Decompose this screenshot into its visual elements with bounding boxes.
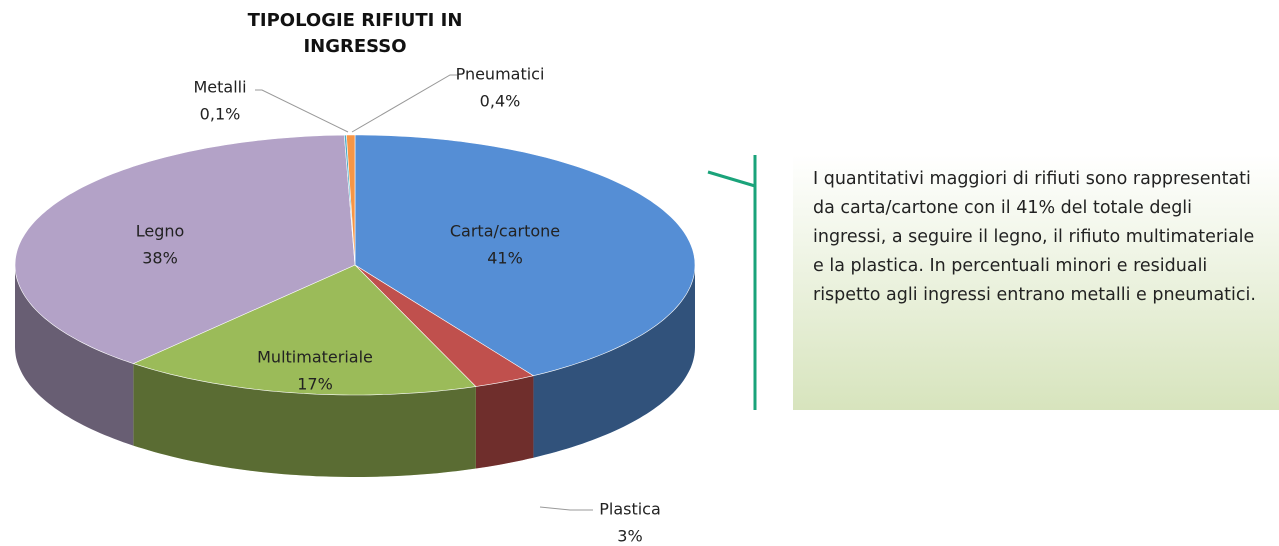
- slice-value-label: 3%: [617, 527, 642, 546]
- slice-label: Carta/cartone: [450, 222, 560, 241]
- slice: [132, 264, 477, 396]
- text-box: I quantitativi maggiori di rifiuti sono …: [793, 155, 1279, 410]
- pie-sides: [15, 265, 695, 477]
- slice-label: Legno: [136, 222, 185, 241]
- slice-side-shade: [133, 363, 476, 477]
- pie-tops: [14, 134, 696, 396]
- chart-title: TIPOLOGIE RIFIUTI IN INGRESSO: [247, 10, 463, 57]
- leader-line: [255, 89, 349, 133]
- leader-line: [539, 506, 593, 511]
- slice: [346, 134, 356, 266]
- slice: [14, 134, 356, 364]
- slice-value-label: 17%: [297, 375, 333, 394]
- slice-value-label: 0,1%: [200, 105, 241, 124]
- slice-value-label: 38%: [142, 249, 178, 268]
- slice-value-label: 41%: [487, 249, 523, 268]
- slice-label: Metalli: [193, 78, 246, 97]
- slice: [354, 264, 535, 387]
- slice-label: Pneumatici: [456, 65, 545, 84]
- slice-side-shade: [533, 265, 695, 458]
- slice-side: [133, 363, 476, 477]
- slice-side-shade: [475, 375, 534, 469]
- slice-side: [475, 375, 534, 469]
- slice-side: [533, 265, 695, 458]
- slice-side: [15, 265, 134, 446]
- slice: [354, 134, 696, 377]
- slice-label: Multimateriale: [257, 348, 373, 367]
- slice-value-label: 0,4%: [480, 92, 521, 111]
- slice-side-shade: [15, 265, 134, 446]
- leader-line: [351, 74, 457, 133]
- slice-label: Plastica: [599, 500, 661, 519]
- accent-tick: [707, 170, 756, 188]
